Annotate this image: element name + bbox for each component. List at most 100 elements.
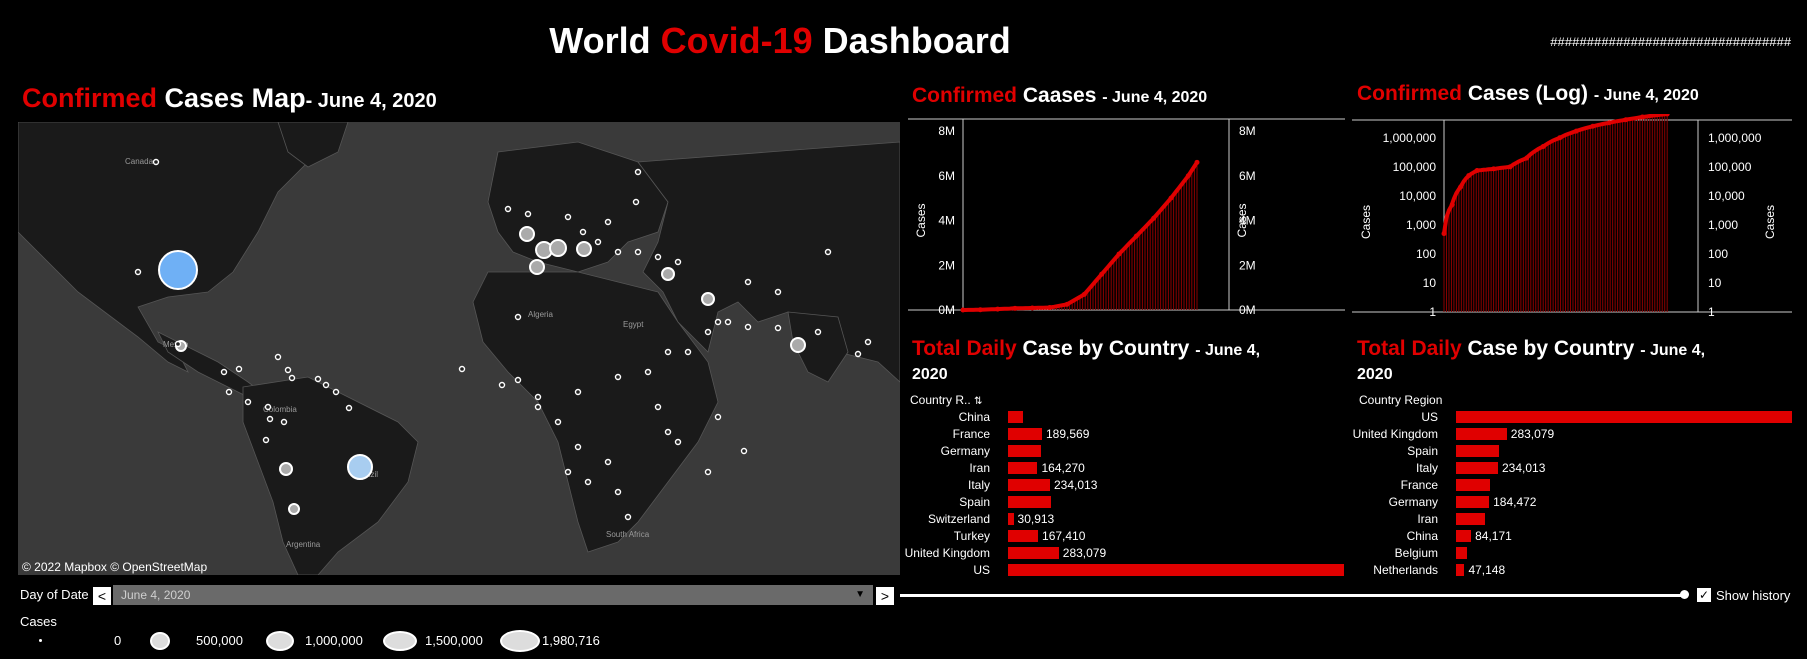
bars-left-chart[interactable]: China France 189,569 Germany Iran 164,270 Ital… — [900, 410, 1345, 580]
data-point[interactable] — [977, 307, 983, 313]
case-bubble[interactable] — [534, 393, 542, 401]
bar[interactable] — [1456, 513, 1486, 525]
case-bubble[interactable] — [740, 447, 748, 455]
bar[interactable] — [1008, 513, 1014, 525]
case-bubble[interactable] — [225, 388, 233, 396]
case-bubble[interactable] — [549, 239, 567, 257]
next-day-button[interactable]: > — [876, 587, 894, 605]
case-bubble[interactable] — [288, 503, 300, 515]
case-bubble[interactable] — [854, 350, 862, 358]
case-bubble[interactable] — [814, 328, 822, 336]
case-bubble[interactable] — [264, 403, 272, 411]
data-point[interactable] — [1458, 184, 1464, 190]
bar[interactable] — [1456, 462, 1498, 474]
bar[interactable] — [1456, 564, 1465, 576]
case-bubble[interactable] — [574, 388, 582, 396]
case-bubble[interactable] — [564, 213, 572, 221]
data-point[interactable] — [1116, 251, 1122, 257]
case-bubble[interactable] — [174, 340, 182, 348]
case-bubble[interactable] — [774, 288, 782, 296]
data-point[interactable] — [1507, 164, 1513, 170]
bar[interactable] — [1456, 496, 1490, 508]
case-bubble[interactable] — [152, 158, 160, 166]
bar[interactable] — [1456, 445, 1500, 457]
data-point[interactable] — [1133, 233, 1139, 239]
case-bubble[interactable] — [498, 381, 506, 389]
case-bubble[interactable] — [332, 388, 340, 396]
bars-left-header[interactable]: Country R.. ⇅ — [910, 393, 982, 407]
case-bubble[interactable] — [279, 462, 293, 476]
bar[interactable] — [1008, 547, 1059, 559]
date-slider-handle[interactable] — [1680, 590, 1689, 599]
case-bubble[interactable] — [274, 353, 282, 361]
case-bubble[interactable] — [584, 478, 592, 486]
case-bubble[interactable] — [704, 328, 712, 336]
case-bubble[interactable] — [220, 368, 228, 376]
case-bubble[interactable] — [824, 248, 832, 256]
show-history-checkbox[interactable]: ✓ — [1697, 588, 1711, 602]
case-bubble[interactable] — [524, 210, 532, 218]
data-point[interactable] — [995, 306, 1001, 312]
case-bubble[interactable] — [724, 318, 732, 326]
case-bubble[interactable] — [614, 488, 622, 496]
data-point[interactable] — [1524, 155, 1530, 161]
bar[interactable] — [1008, 564, 1344, 576]
case-bubble[interactable] — [576, 241, 592, 257]
data-point[interactable] — [1029, 305, 1035, 311]
data-point[interactable] — [960, 307, 966, 313]
case-bubble[interactable] — [594, 238, 602, 246]
case-bubble[interactable] — [514, 313, 522, 321]
data-point[interactable] — [1664, 114, 1670, 117]
case-bubble[interactable] — [579, 228, 587, 236]
case-bubble[interactable] — [266, 415, 274, 423]
bar[interactable] — [1008, 530, 1039, 542]
case-bubble[interactable] — [347, 454, 373, 480]
data-point[interactable] — [1064, 301, 1070, 307]
prev-day-button[interactable]: < — [93, 587, 111, 605]
data-point[interactable] — [1099, 271, 1105, 277]
data-point[interactable] — [1194, 159, 1200, 165]
case-bubble[interactable] — [864, 338, 872, 346]
data-point[interactable] — [1623, 117, 1629, 123]
case-bubble[interactable] — [664, 348, 672, 356]
case-bubble[interactable] — [519, 226, 535, 242]
case-bubble[interactable] — [554, 418, 562, 426]
case-bubble[interactable] — [614, 248, 622, 256]
data-point[interactable] — [1491, 166, 1497, 172]
case-bubble[interactable] — [235, 365, 243, 373]
data-point[interactable] — [1573, 128, 1579, 134]
case-bubble[interactable] — [262, 436, 270, 444]
case-bubble[interactable] — [774, 324, 782, 332]
bars-right-chart[interactable]: US United Kingdom 283,079 Spain Italy 234,013… — [1348, 410, 1793, 580]
case-bubble[interactable] — [244, 398, 252, 406]
case-bubble[interactable] — [661, 267, 675, 281]
data-point[interactable] — [1047, 305, 1053, 311]
case-bubble[interactable] — [714, 318, 722, 326]
data-point[interactable] — [1168, 195, 1174, 201]
day-of-date-select[interactable]: June 4, 2020 ▼ — [113, 585, 873, 605]
bar[interactable] — [1008, 479, 1050, 491]
case-bubble[interactable] — [604, 458, 612, 466]
data-point[interactable] — [1449, 202, 1455, 208]
bar[interactable] — [1456, 411, 1792, 423]
bar[interactable] — [1008, 411, 1024, 423]
data-point[interactable] — [1151, 215, 1157, 221]
case-bubble[interactable] — [284, 366, 292, 374]
case-bubble[interactable] — [604, 218, 612, 226]
case-bubble[interactable] — [790, 337, 806, 353]
case-bubble[interactable] — [458, 365, 466, 373]
data-point[interactable] — [1639, 114, 1645, 120]
log-line-chart[interactable]: 1 1 10 10 100 100 1,000 1,000 10,000 10,000 100,00… — [1352, 114, 1792, 326]
case-bubble[interactable] — [704, 468, 712, 476]
case-bubble[interactable] — [134, 268, 142, 276]
case-bubble[interactable] — [644, 368, 652, 376]
case-bubble[interactable] — [564, 468, 572, 476]
case-bubble[interactable] — [624, 513, 632, 521]
data-point[interactable] — [1590, 123, 1596, 129]
case-bubble[interactable] — [314, 375, 322, 383]
data-point[interactable] — [1185, 173, 1191, 179]
case-bubble[interactable] — [714, 413, 722, 421]
bar[interactable] — [1008, 496, 1052, 508]
bar[interactable] — [1456, 530, 1472, 542]
case-bubble[interactable] — [664, 428, 672, 436]
